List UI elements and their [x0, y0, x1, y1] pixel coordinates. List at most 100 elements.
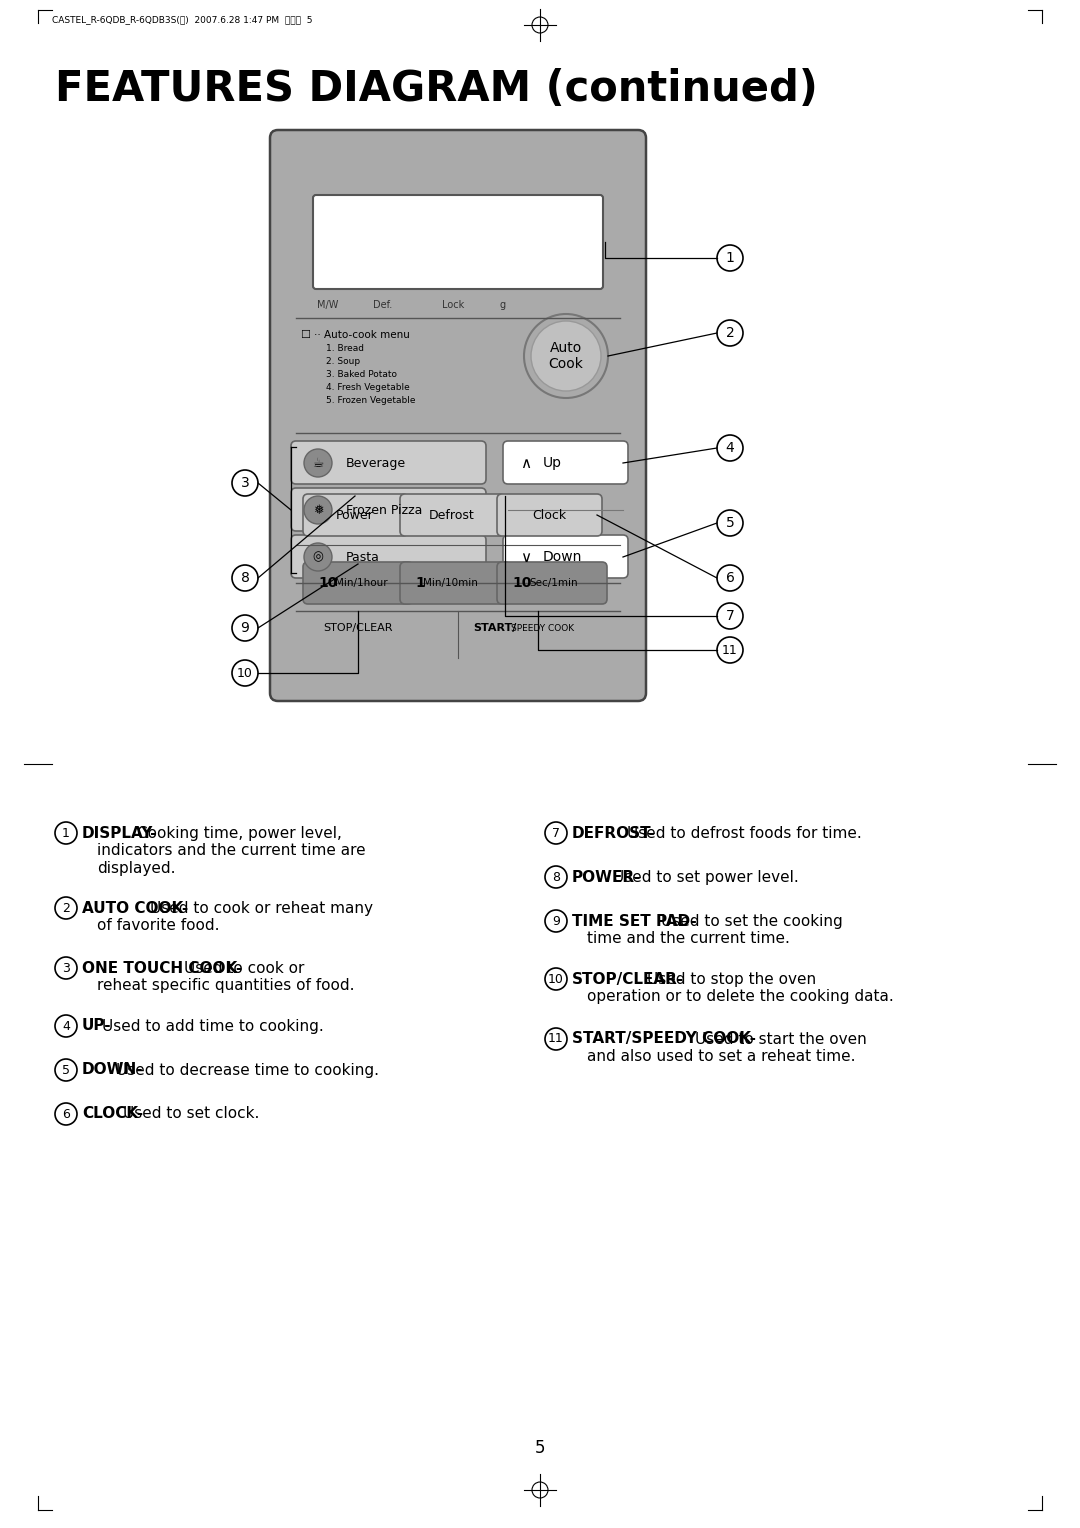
Text: 6: 6 [62, 1108, 70, 1120]
Text: Used to cook or reheat many: Used to cook or reheat many [150, 900, 374, 915]
Text: Cooking time, power level,: Cooking time, power level, [136, 825, 341, 840]
Text: Used to add time to cooking.: Used to add time to cooking. [103, 1019, 324, 1033]
FancyBboxPatch shape [291, 487, 486, 532]
FancyBboxPatch shape [400, 562, 510, 604]
Text: 9: 9 [552, 914, 559, 927]
Text: Min/1hour: Min/1hour [335, 578, 388, 588]
Text: 4: 4 [726, 442, 734, 455]
FancyBboxPatch shape [400, 494, 505, 536]
FancyBboxPatch shape [313, 196, 603, 289]
FancyBboxPatch shape [274, 131, 642, 319]
Text: 1: 1 [726, 251, 734, 264]
Text: Min/10min: Min/10min [423, 578, 478, 588]
Text: 3. Baked Potato: 3. Baked Potato [326, 370, 397, 379]
Text: of favorite food.: of favorite food. [97, 918, 219, 934]
Text: 5. Frozen Vegetable: 5. Frozen Vegetable [326, 396, 416, 405]
Text: 5: 5 [726, 516, 734, 530]
Text: ☐: ☐ [300, 330, 310, 341]
Text: Power: Power [336, 509, 374, 521]
Text: START/: START/ [473, 623, 516, 633]
Text: 11: 11 [549, 1033, 564, 1045]
Text: Sec/1min: Sec/1min [529, 578, 578, 588]
Text: START/SPEEDY COOK-: START/SPEEDY COOK- [572, 1031, 756, 1047]
Text: ·· Auto-cook menu: ·· Auto-cook menu [314, 330, 410, 341]
Text: 7: 7 [552, 827, 561, 839]
Text: g: g [500, 299, 507, 310]
Text: and also used to set a reheat time.: and also used to set a reheat time. [588, 1050, 855, 1063]
Text: TIME SET PAD-: TIME SET PAD- [572, 914, 697, 929]
Text: 7: 7 [726, 610, 734, 623]
Text: 3: 3 [241, 477, 249, 490]
Text: 6: 6 [726, 571, 734, 585]
Text: 1. Bread: 1. Bread [326, 344, 364, 353]
Text: Used to cook or: Used to cook or [185, 961, 305, 975]
Text: 2: 2 [62, 902, 70, 914]
FancyBboxPatch shape [291, 535, 486, 578]
Text: ◎: ◎ [312, 550, 323, 564]
Circle shape [303, 542, 332, 571]
Text: ❅: ❅ [313, 504, 323, 516]
Text: CASTEL_R-6QDB_R-6QDB3S(엙)  2007.6.28 1:47 PM  페이지  5: CASTEL_R-6QDB_R-6QDB3S(엙) 2007.6.28 1:47… [52, 15, 312, 24]
Text: M/W: M/W [318, 299, 339, 310]
Text: Used to decrease time to cooking.: Used to decrease time to cooking. [117, 1062, 379, 1077]
Text: 4. Fresh Vegetable: 4. Fresh Vegetable [326, 384, 409, 393]
Text: 2. Soup: 2. Soup [326, 358, 360, 367]
FancyBboxPatch shape [497, 494, 602, 536]
Text: ∧: ∧ [521, 455, 531, 471]
Text: Used to set clock.: Used to set clock. [123, 1106, 259, 1122]
Text: operation or to delete the cooking data.: operation or to delete the cooking data. [588, 989, 894, 1004]
Text: Cook: Cook [549, 358, 583, 371]
Circle shape [524, 313, 608, 397]
Text: Used to defrost foods for time.: Used to defrost foods for time. [626, 825, 862, 840]
Text: POWER-: POWER- [572, 869, 642, 885]
Text: Up: Up [543, 455, 562, 471]
Text: Used to set power level.: Used to set power level. [613, 869, 799, 885]
Text: Defrost: Defrost [429, 509, 475, 521]
Text: ONE TOUCH COOK-: ONE TOUCH COOK- [82, 961, 242, 975]
Text: reheat specific quantities of food.: reheat specific quantities of food. [97, 978, 354, 993]
Text: 10: 10 [318, 576, 337, 590]
Text: 5: 5 [535, 1439, 545, 1458]
Text: AUTO COOK-: AUTO COOK- [82, 900, 188, 915]
FancyBboxPatch shape [503, 535, 627, 578]
Text: ☕: ☕ [312, 457, 324, 469]
Text: 5: 5 [62, 1063, 70, 1077]
Text: Used to stop the oven: Used to stop the oven [647, 972, 816, 987]
Text: Def.: Def. [374, 299, 393, 310]
Circle shape [531, 321, 600, 391]
Text: DEFROST-: DEFROST- [572, 825, 656, 840]
FancyBboxPatch shape [497, 562, 607, 604]
Text: 1: 1 [62, 827, 70, 839]
Text: Used to start the oven: Used to start the oven [694, 1031, 866, 1047]
Text: 2: 2 [726, 325, 734, 341]
Text: UP-: UP- [82, 1019, 111, 1033]
Text: DISPLAY-: DISPLAY- [82, 825, 158, 840]
Text: FEATURES DIAGRAM (continued): FEATURES DIAGRAM (continued) [55, 69, 818, 110]
FancyBboxPatch shape [291, 442, 486, 484]
Text: STOP/CLEAR: STOP/CLEAR [323, 623, 393, 633]
Text: Beverage: Beverage [346, 457, 406, 469]
Text: ∨: ∨ [521, 550, 531, 564]
FancyBboxPatch shape [303, 494, 408, 536]
Circle shape [303, 497, 332, 524]
FancyBboxPatch shape [270, 130, 646, 701]
Text: 9: 9 [241, 620, 249, 636]
Circle shape [303, 449, 332, 477]
Text: Used to set the cooking: Used to set the cooking [661, 914, 842, 929]
Text: Auto: Auto [550, 341, 582, 354]
Text: DOWN-: DOWN- [82, 1062, 144, 1077]
Text: 11: 11 [723, 643, 738, 657]
Text: 8: 8 [241, 571, 249, 585]
Text: Frozen Pizza: Frozen Pizza [346, 504, 422, 516]
Text: 4: 4 [62, 1019, 70, 1033]
Text: STOP/CLEAR-: STOP/CLEAR- [572, 972, 685, 987]
FancyBboxPatch shape [303, 562, 413, 604]
Text: displayed.: displayed. [97, 860, 175, 876]
Text: CLOCK-: CLOCK- [82, 1106, 144, 1122]
FancyBboxPatch shape [503, 442, 627, 484]
Text: 10: 10 [512, 576, 531, 590]
Text: 3: 3 [62, 961, 70, 975]
Text: time and the current time.: time and the current time. [588, 931, 789, 946]
Text: 10: 10 [548, 972, 564, 986]
Text: 8: 8 [552, 871, 561, 883]
